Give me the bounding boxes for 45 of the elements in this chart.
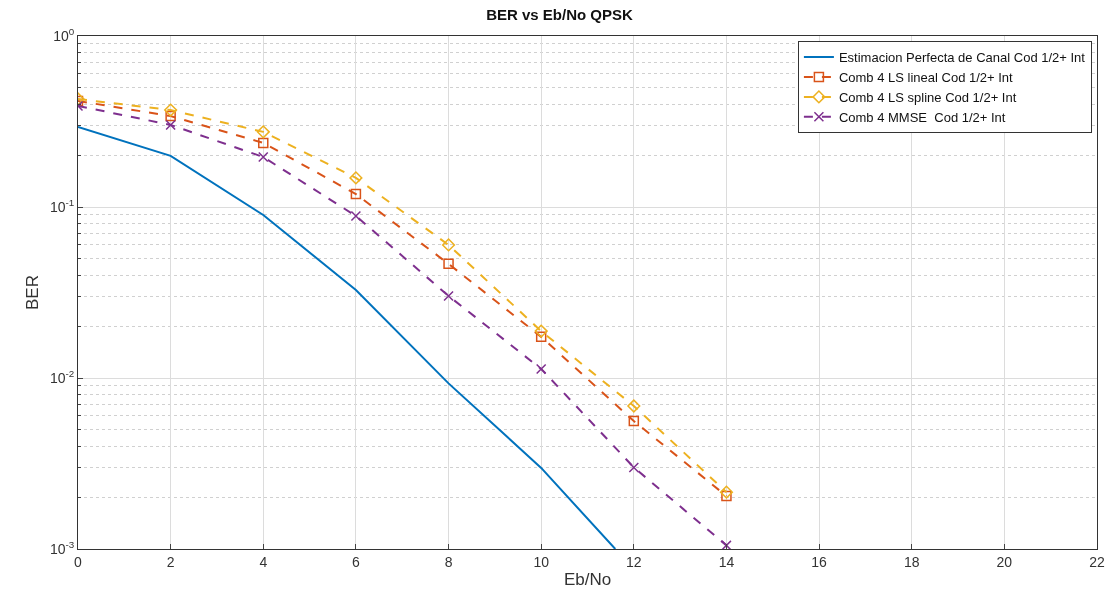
- x-tick-label: 22: [1089, 553, 1105, 570]
- point: [443, 258, 454, 270]
- y-tick-label: 10$^{-1}$: [49, 197, 75, 215]
- legend-label: Estimacion Perfecta de Canal Cod 1/2+ Int: [838, 50, 1086, 66]
- point: [628, 415, 640, 427]
- point: [349, 171, 363, 185]
- point: [721, 490, 732, 502]
- y-tick-label: 10$^{0}$: [53, 26, 75, 44]
- point: [719, 485, 734, 499]
- point: [350, 188, 362, 200]
- point: [721, 540, 732, 549]
- point: [627, 399, 641, 413]
- point: [441, 238, 456, 252]
- x-tick-label: 2: [166, 553, 175, 570]
- x-axis-title: Eb/No: [563, 570, 612, 590]
- legend-label: Comb 4 MMSE Cod 1/2+ Int: [838, 109, 1006, 125]
- legend-label: Comb 4 LS lineal Cod 1/2+ Int: [838, 70, 1014, 86]
- x-tick-label: 18: [903, 553, 920, 570]
- x-tick-label: 16: [811, 553, 828, 570]
- point: [535, 331, 547, 343]
- y-axis-title: BER: [23, 275, 43, 310]
- x-tick-label: 6: [352, 553, 361, 570]
- point: [535, 363, 547, 375]
- point: [258, 137, 269, 149]
- point: [534, 324, 548, 338]
- point: [164, 103, 178, 117]
- y-tick-label: 10$^{-2}$: [49, 368, 75, 386]
- line-series: [78, 125, 617, 549]
- x-tick-label: 20: [996, 553, 1013, 570]
- point: [443, 290, 454, 302]
- x-tick-label: 8: [444, 553, 453, 570]
- point: [256, 125, 270, 139]
- point: [165, 110, 176, 122]
- x-tick-label: 12: [626, 553, 642, 570]
- chart-title: BER vs Eb/No QPSK: [486, 5, 634, 23]
- y-tick-label: 10$^{-3}$: [49, 539, 75, 557]
- point: [350, 210, 362, 222]
- point: [258, 151, 269, 163]
- x-tick-label: 0: [74, 553, 83, 570]
- x-tick-label: 10: [533, 553, 550, 570]
- legend-label: Comb 4 LS spline Cod 1/2+ Int: [838, 89, 1017, 105]
- point: [628, 462, 640, 473]
- x-tick-label: 4: [259, 553, 268, 570]
- point: [165, 119, 176, 131]
- x-tick-label: 14: [718, 553, 735, 570]
